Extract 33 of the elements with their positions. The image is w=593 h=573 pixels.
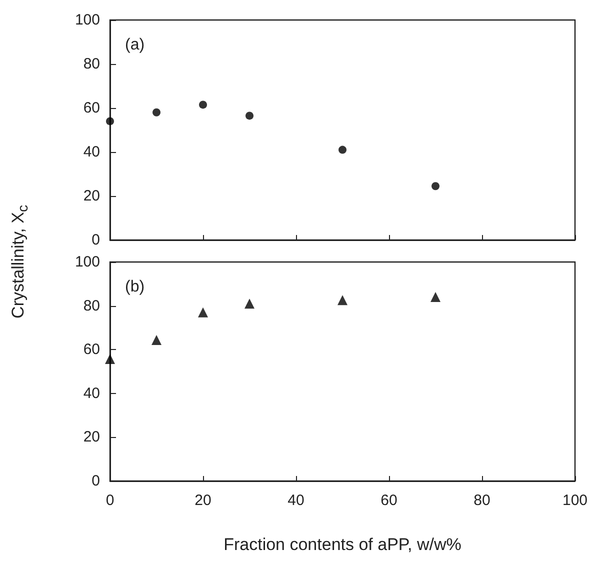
point — [432, 182, 440, 190]
x-tick-label: 20 — [194, 492, 212, 509]
point — [338, 146, 346, 154]
y-tick-label: 20 — [83, 428, 100, 446]
point — [338, 295, 348, 306]
y-tick-label: 60 — [83, 341, 100, 358]
point — [198, 307, 208, 318]
point — [430, 292, 440, 302]
y-tick-label: 80 — [83, 297, 100, 314]
point — [199, 100, 207, 109]
x-axis-title: Fraction contents of aPP, w/w% — [224, 535, 462, 554]
y-tick-label: 0 — [92, 472, 100, 490]
point — [244, 298, 254, 309]
text: (a) — [125, 36, 145, 54]
y-tick-label: 20 — [83, 188, 100, 204]
y-tick-label: 100 — [74, 12, 100, 28]
x-tick-label: 60 — [380, 492, 398, 509]
y-tick-label: 40 — [83, 384, 100, 402]
x-tick-label: 80 — [474, 492, 490, 509]
point — [106, 117, 114, 126]
point — [152, 334, 162, 345]
y-tick-label: 0 — [92, 232, 100, 248]
y-tick-label: 40 — [83, 144, 100, 160]
point — [152, 108, 160, 116]
y-tick-label: 80 — [83, 56, 100, 72]
text: (b) — [125, 278, 145, 296]
point — [246, 112, 254, 120]
point — [105, 354, 115, 364]
x-tick-label: 100 — [562, 492, 588, 509]
x-tick-label: 40 — [288, 492, 304, 509]
y-tick-label: 100 — [74, 254, 100, 270]
x-tick-label: 0 — [106, 492, 114, 509]
y-tick-label: 60 — [83, 100, 100, 116]
